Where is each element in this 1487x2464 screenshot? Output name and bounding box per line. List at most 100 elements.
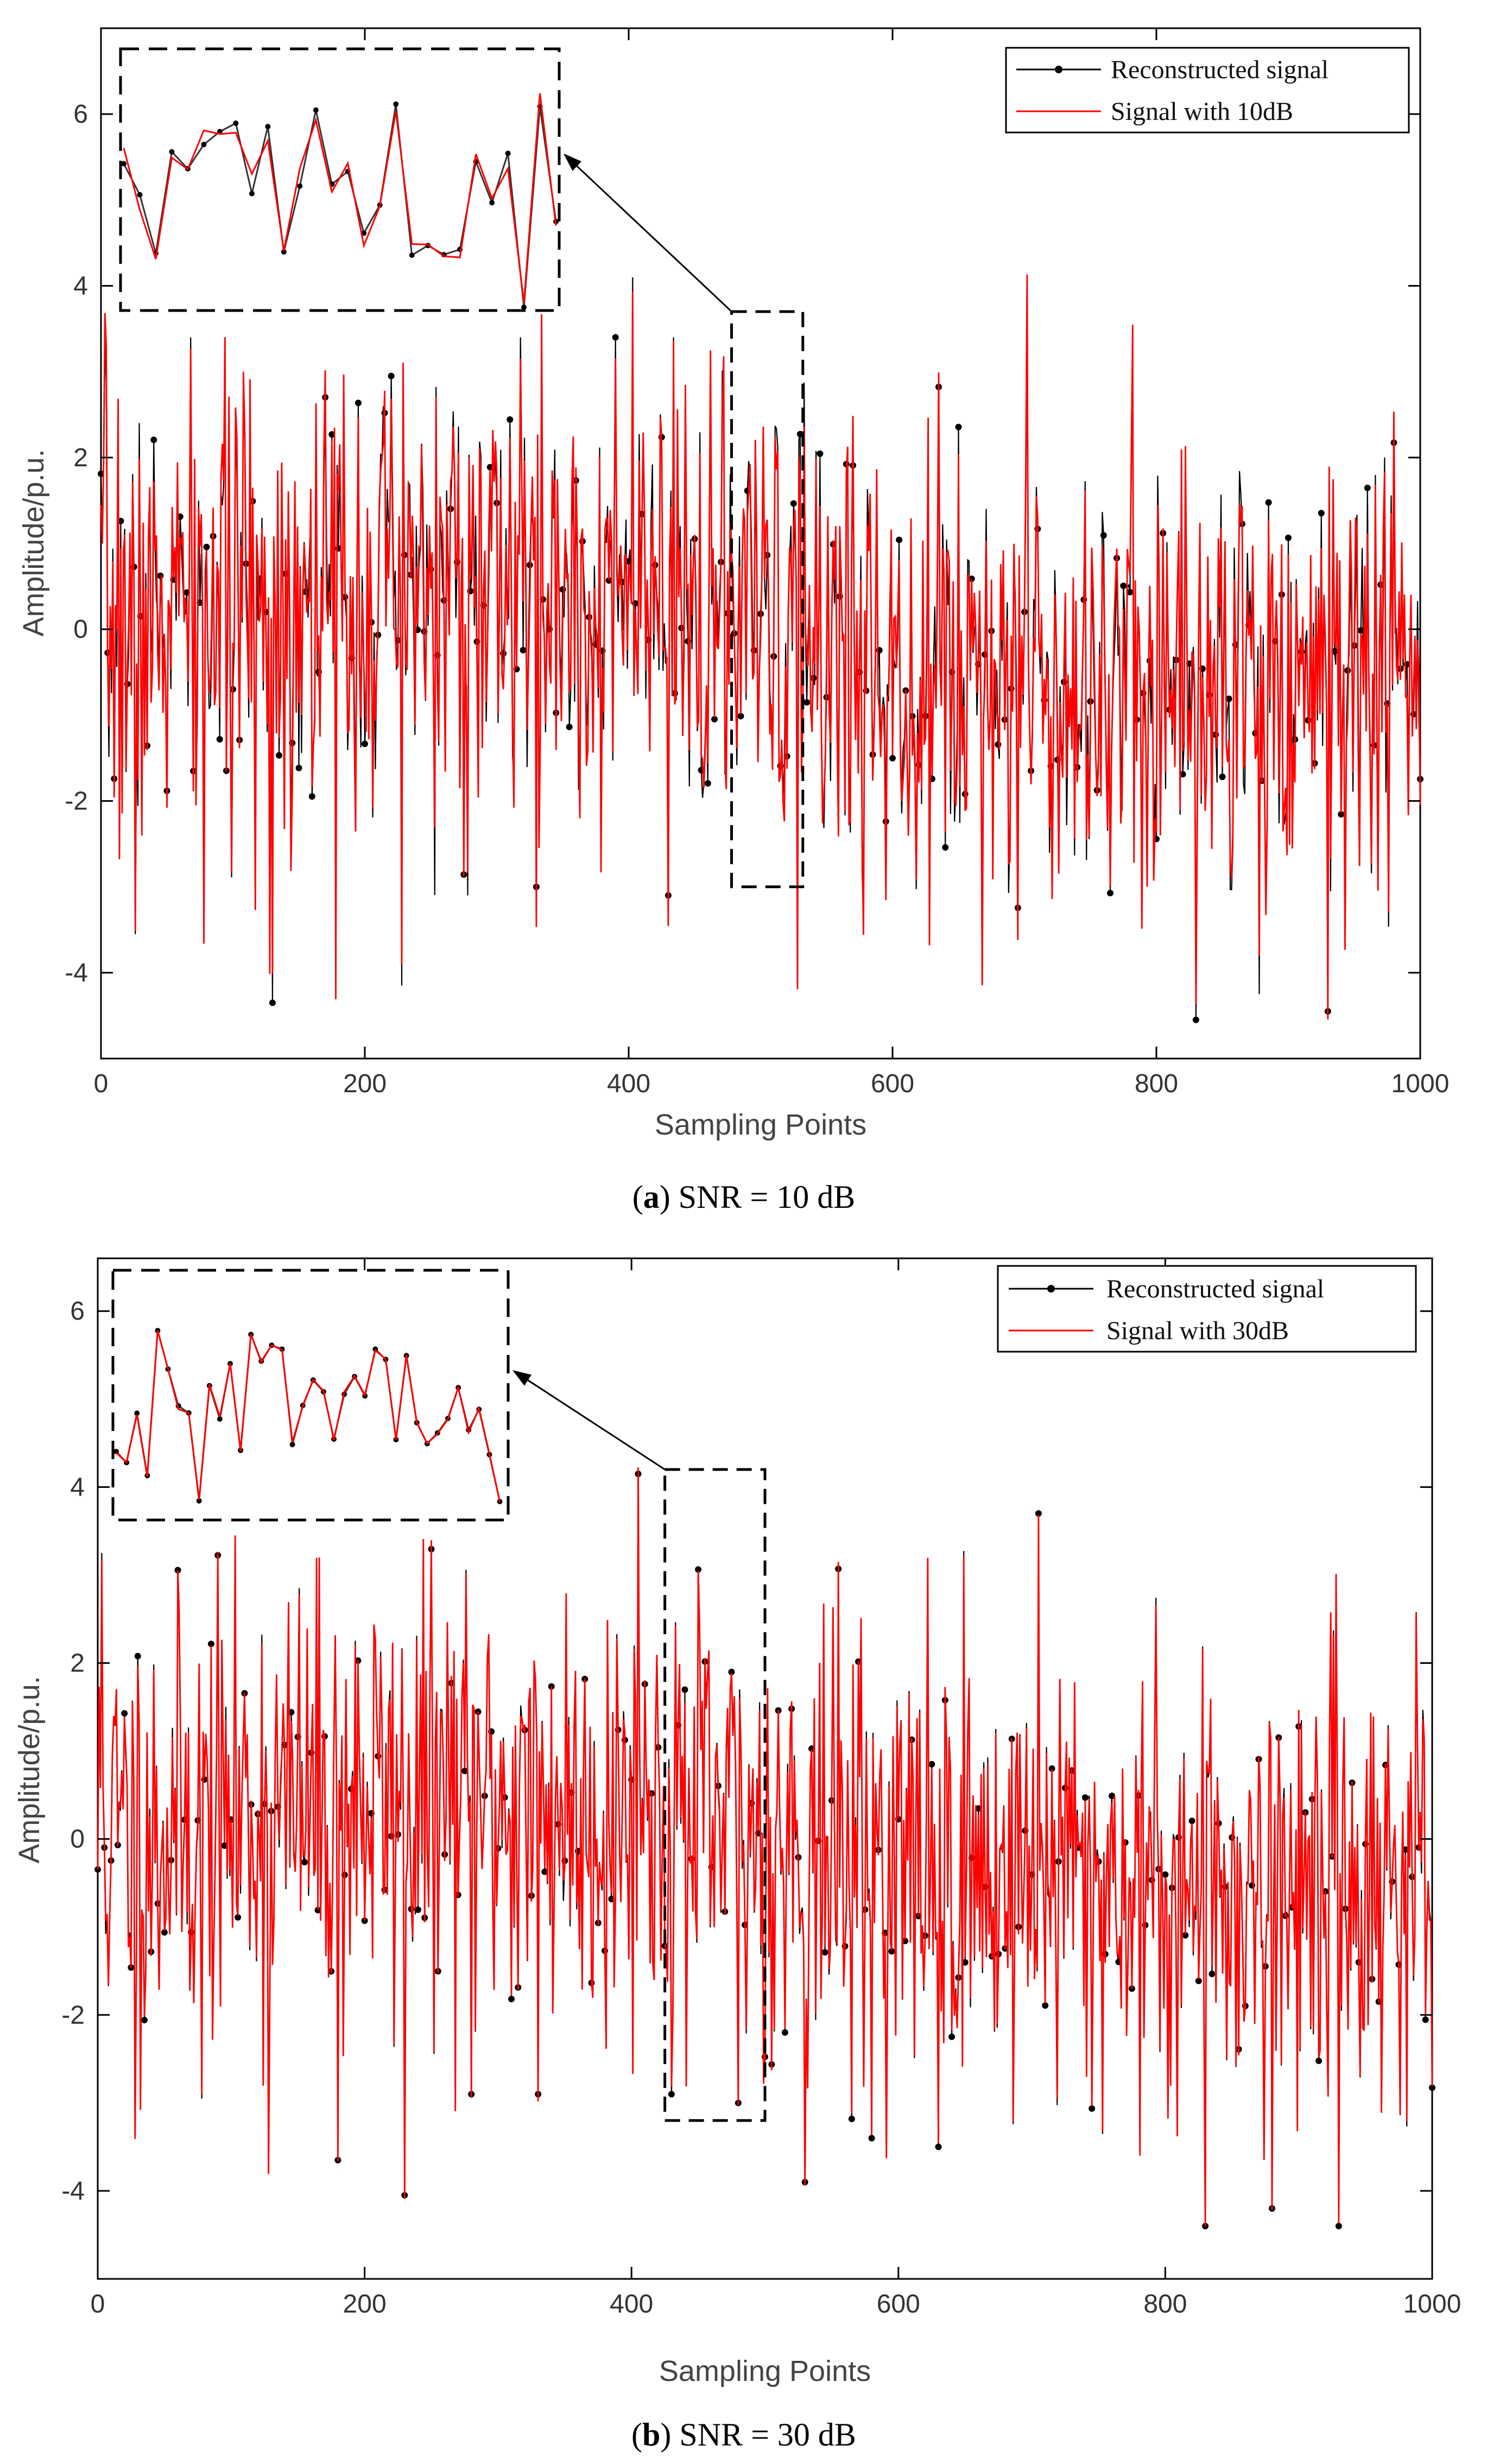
x-axis-label: Sampling Points	[655, 1109, 866, 1141]
reconstructed-point	[508, 1996, 515, 2003]
panel-a: 0 200 400 600 800 1000 -4 -2 0 2 4 6 Reconstructed …	[17, 27, 1449, 1215]
reconstructed-point	[566, 724, 573, 731]
inset-reconstructed-point	[313, 107, 319, 113]
y-tick-label: 2	[70, 1649, 85, 1678]
reconstructed-point	[362, 740, 368, 748]
reconstructed-point	[414, 1906, 421, 1913]
reconstructed-point	[221, 1842, 228, 1849]
reconstructed-point	[1422, 2016, 1429, 2023]
inset-signal-layer	[121, 93, 559, 310]
reconstructed-point	[961, 1959, 969, 1966]
reconstructed-point	[1182, 1932, 1189, 1939]
legend-label-reconstructed: Reconstructed signal	[1106, 1275, 1324, 1303]
inset-reconstructed-point	[217, 1416, 223, 1422]
reconstructed-point	[328, 431, 336, 438]
reconstructed-point	[203, 543, 210, 550]
reconstructed-point	[1208, 1971, 1216, 1978]
reconstructed-point	[500, 650, 507, 657]
zoom-arrow	[576, 166, 732, 313]
reconstructed-point	[935, 2143, 942, 2150]
reconstructed-point	[1195, 1978, 1202, 1984]
reconstructed-point	[541, 1868, 548, 1875]
reconstructed-point	[1192, 1016, 1199, 1023]
reconstructed-point	[1162, 1871, 1169, 1878]
reconstructed-point	[301, 1859, 308, 1866]
caption-b: (b) SNR = 30 dB	[631, 2417, 856, 2453]
reconstructed-point	[1188, 1817, 1195, 1825]
y-tick-label: -4	[65, 959, 88, 987]
reconstructed-point	[157, 572, 164, 579]
zoom-arrowhead	[512, 1370, 532, 1386]
reconstructed-point	[1225, 695, 1232, 702]
y-tick-label: 4	[70, 1473, 85, 1502]
caption-letter: a	[643, 1179, 660, 1215]
reconstructed-point	[942, 844, 949, 851]
caption-text: ) SNR = 30 dB	[660, 2417, 856, 2453]
reconstructed-point	[235, 1914, 242, 1921]
reconstructed-point	[520, 647, 527, 654]
y-tick-label: 6	[73, 100, 88, 129]
reconstructed-point	[995, 741, 1002, 748]
reconstructed-point	[1219, 774, 1226, 780]
reconstructed-point	[94, 1866, 101, 1873]
caption-paren: (	[631, 2417, 642, 2453]
inset-reconstructed-point	[265, 124, 271, 130]
reconstructed-signal-markers	[94, 1471, 1435, 2229]
reconstructed-point	[1265, 499, 1272, 506]
inset-reconstructed-point	[297, 183, 303, 189]
reconstructed-point	[1318, 510, 1325, 517]
reconstructed-point	[559, 586, 566, 593]
reconstructed-point	[507, 416, 514, 423]
legend-marker-reconstructed	[1055, 66, 1062, 73]
reconstructed-point	[889, 755, 896, 762]
legend-label-noisy: Signal with 30dB	[1106, 1316, 1289, 1345]
legend: Reconstructed signal Signal with 10dB	[1005, 47, 1410, 134]
legend-marker-reconstructed	[1047, 1285, 1055, 1293]
legend-box	[997, 1265, 1417, 1353]
x-tick-label: 0	[91, 2290, 105, 2319]
y-tick-label: 0	[73, 615, 88, 644]
caption-a: (a) SNR = 10 dB	[632, 1179, 856, 1215]
reconstructed-point	[276, 752, 282, 759]
reconstructed-point	[790, 500, 797, 507]
inset-reconstructed-point	[233, 121, 239, 126]
inset-signal-layer	[113, 1328, 503, 1504]
reconstructed-point	[896, 536, 903, 543]
reconstructed-point	[1100, 532, 1107, 539]
legend-label-noisy: Signal with 10dB	[1111, 97, 1293, 126]
x-tick-label: 600	[877, 2290, 920, 2319]
reconstructed-point	[361, 1917, 368, 1924]
zoom-region-box	[663, 1468, 767, 2122]
reconstructed-point	[314, 1906, 321, 1914]
reconstructed-point	[948, 2034, 956, 2040]
ticks-layer: 0 200 400 600 800 1000 -4 -2 0 2 4 6	[65, 28, 1449, 1098]
reconstructed-point	[681, 1686, 688, 1693]
reconstructed-point	[161, 1929, 168, 1936]
x-tick-label: 0	[94, 1069, 109, 1098]
panel-b: 0 200 400 600 800 1000 -4 -2 0 2 4 6 Reconstructed …	[13, 1257, 1461, 2453]
reconstructed-point	[1109, 1792, 1116, 1800]
reconstructed-point	[1042, 2002, 1049, 2009]
caption-text: ) SNR = 10 dB	[660, 1179, 856, 1215]
inset-reconstructed-point	[489, 200, 495, 206]
inset-reconstructed-point	[393, 101, 399, 107]
inset	[111, 1269, 510, 1522]
inset-noisy-line	[115, 1330, 501, 1502]
reconstructed-point	[1035, 1510, 1042, 1517]
reconstructed-point	[1120, 582, 1127, 590]
ticks-layer: 0 200 400 600 800 1000 -4 -2 0 2 4 6	[61, 1258, 1461, 2319]
reconstructed-point	[821, 1949, 828, 1956]
reconstructed-point	[98, 470, 104, 477]
x-tick-label: 600	[871, 1069, 914, 1098]
reconstructed-point	[1364, 484, 1371, 491]
reconstructed-point	[803, 699, 811, 706]
zoom-arrow	[527, 1379, 666, 1471]
reconstructed-point	[781, 2029, 788, 2036]
inset-reconstructed-point	[121, 161, 126, 167]
reconstructed-point	[1357, 627, 1364, 634]
zoom-arrowhead	[564, 153, 581, 171]
reconstructed-point	[308, 793, 315, 800]
caption-paren: (	[632, 1179, 643, 1215]
reconstructed-point	[1127, 588, 1134, 596]
y-tick-label: -4	[61, 2177, 85, 2206]
